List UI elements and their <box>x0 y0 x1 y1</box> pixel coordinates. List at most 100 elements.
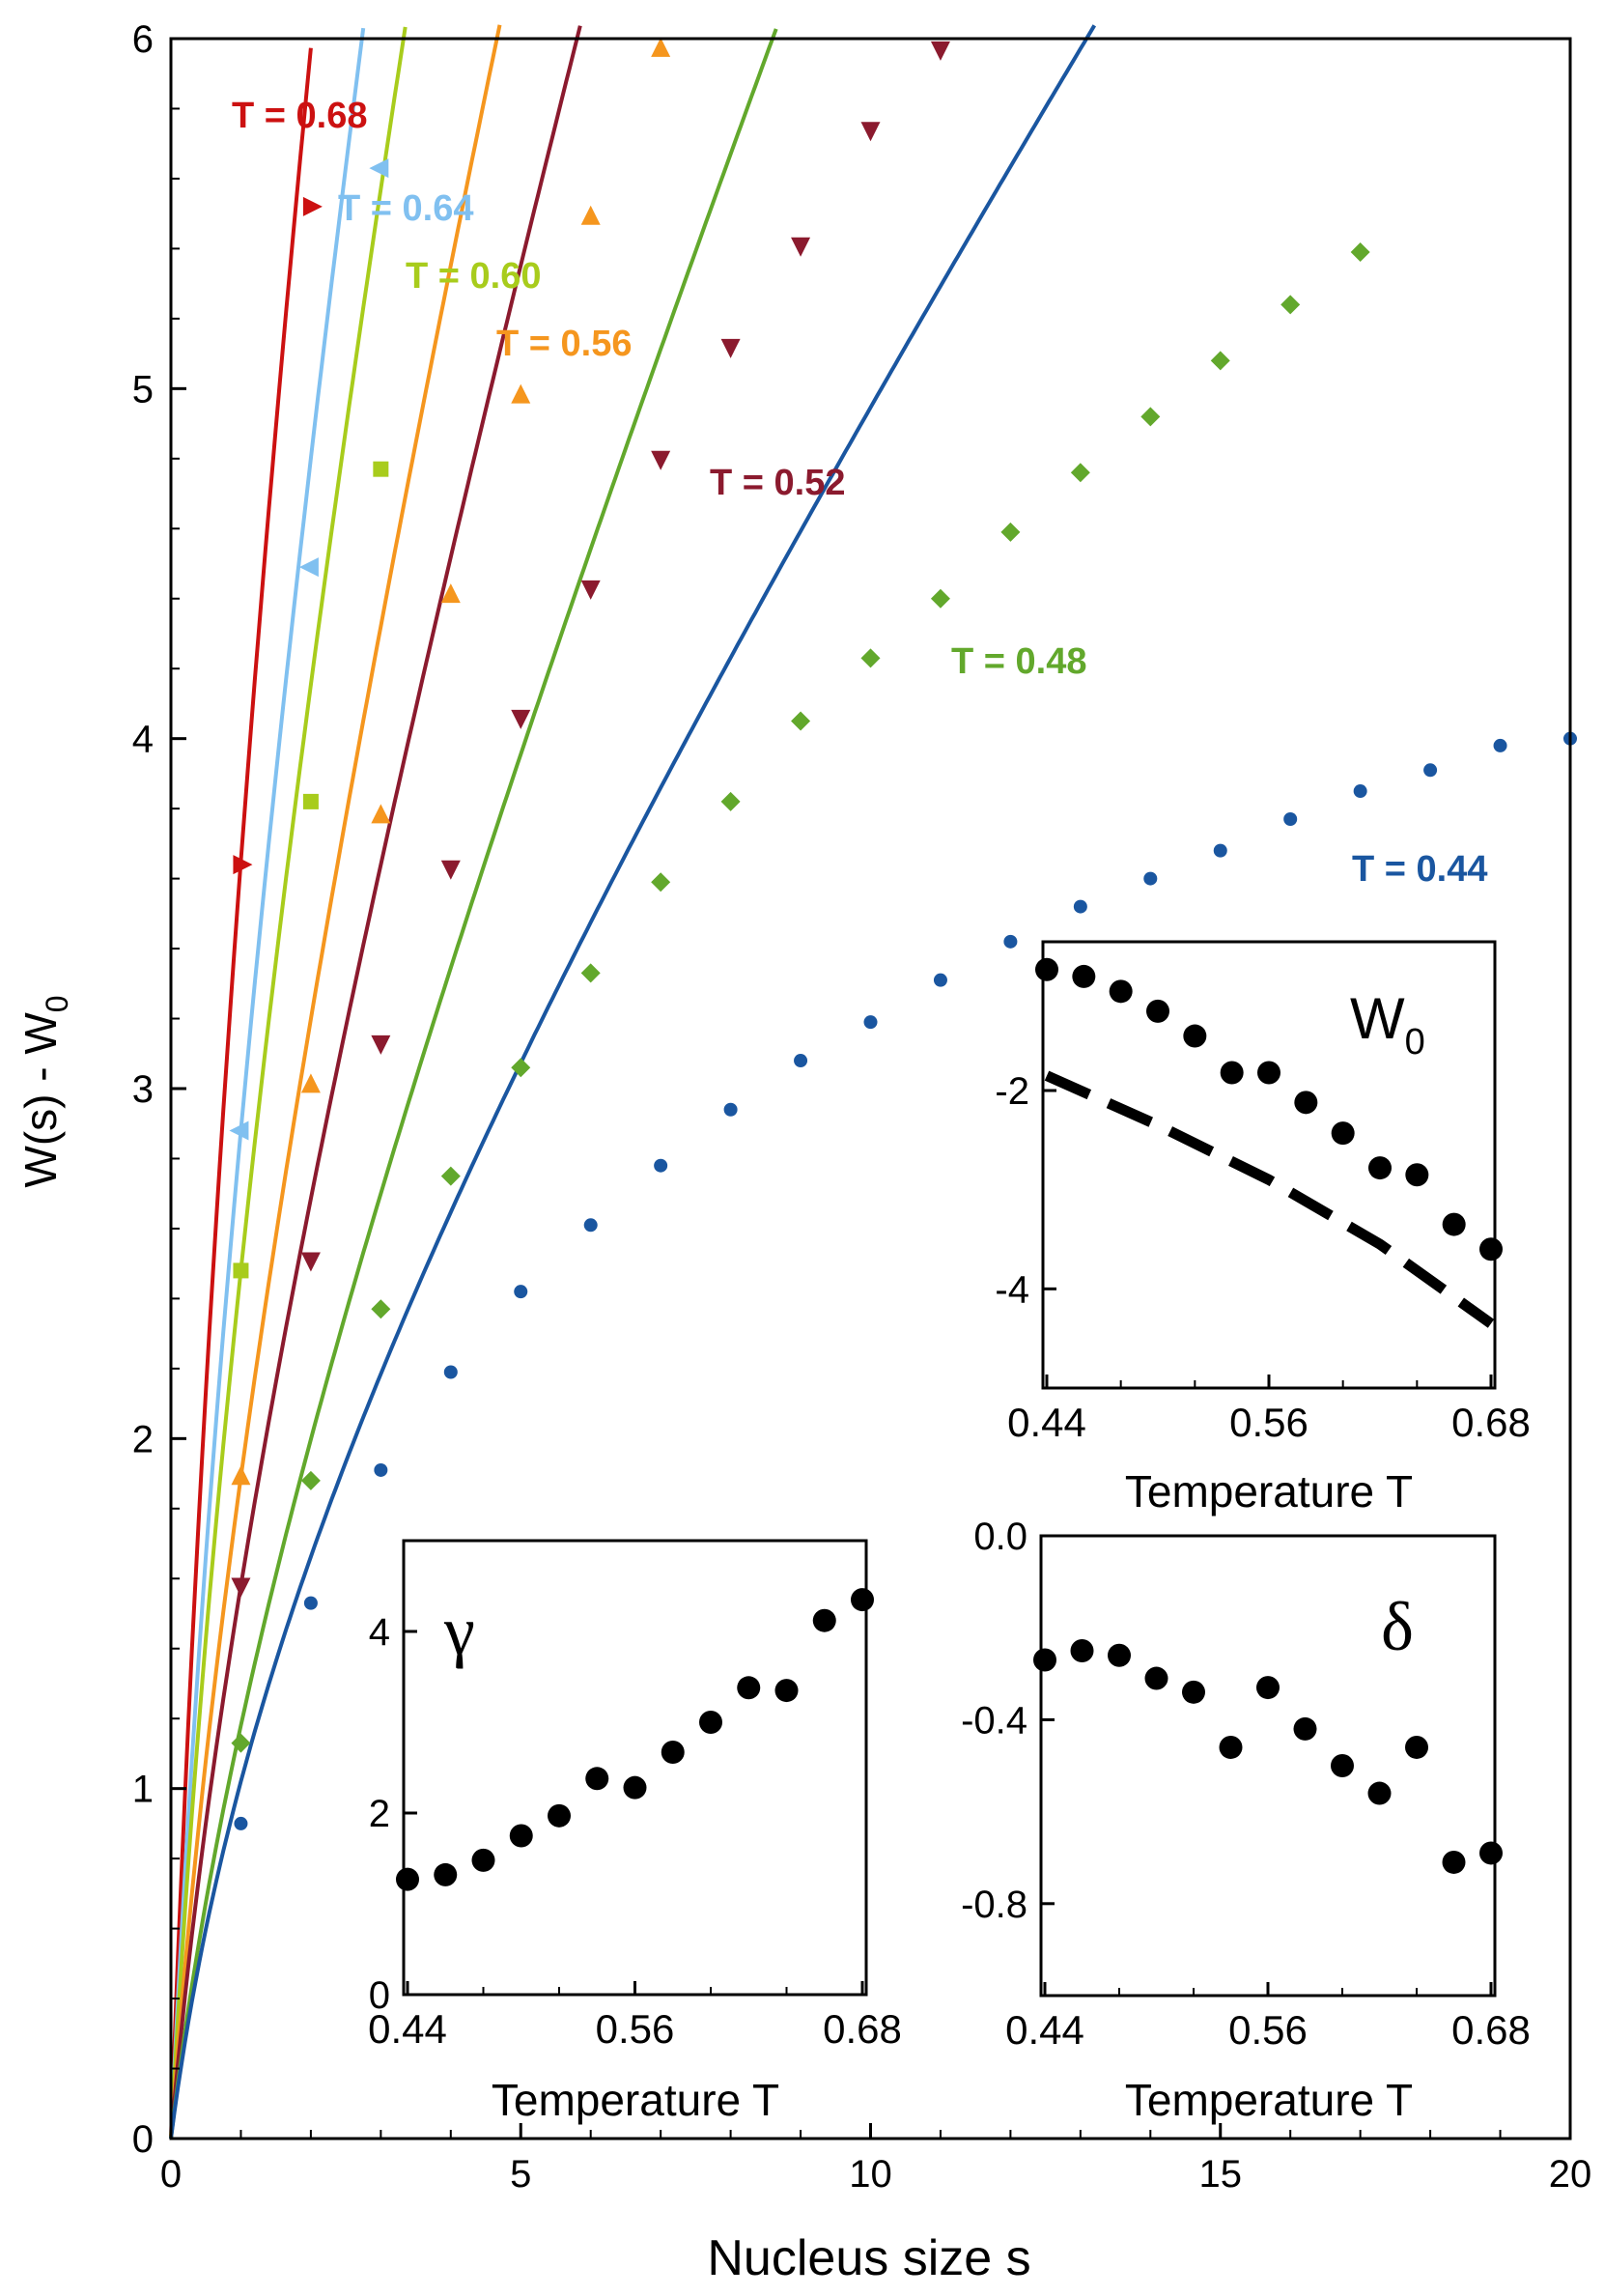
inset-data-point <box>1331 1754 1354 1777</box>
x-tick-label: 15 <box>1199 2153 1243 2196</box>
data-point <box>723 1102 738 1117</box>
inset-x-tick-label: 0.56 <box>1229 1400 1309 1445</box>
inset-data-point <box>471 1848 495 1872</box>
inset-data-point <box>1182 1680 1205 1704</box>
inset-data-point <box>1146 999 1169 1023</box>
data-point <box>860 648 881 668</box>
data-point <box>583 1218 598 1233</box>
inset-data-point <box>1257 1061 1280 1085</box>
series-label-t068: T = 0.68 <box>232 96 367 136</box>
data-point <box>1283 812 1298 827</box>
inset-delta-label: δ <box>1381 1588 1414 1665</box>
data-point <box>443 1365 458 1379</box>
fit-curve <box>169 24 502 2140</box>
data-point <box>580 963 601 983</box>
data-point <box>300 1252 321 1272</box>
inset-data-point <box>1256 1676 1280 1700</box>
data-point <box>1003 934 1018 949</box>
data-point <box>863 1015 878 1030</box>
inset-w0-label: W0 <box>1350 986 1425 1063</box>
inset-data-point <box>623 1775 647 1800</box>
inset-data-point <box>1405 1735 1428 1759</box>
fit-curve <box>169 27 366 2140</box>
inset-data-point <box>812 1608 836 1632</box>
inset-data-point <box>1367 1781 1392 1805</box>
inset-gamma-x-axis-title: Temperature T <box>492 2075 779 2125</box>
inset-w0-plot: 0.44 0.56 0.68 -2 -4 W0 Temperature T <box>995 940 1531 1516</box>
inset-delta-x-axis-title: Temperature T <box>1125 2075 1413 2125</box>
inset-delta-frame <box>1039 1534 1497 1998</box>
inset-data-point <box>661 1741 685 1765</box>
data-point <box>930 588 950 609</box>
inset-y-tick-label: 4 <box>369 1611 390 1654</box>
fit-curve <box>169 24 1097 2140</box>
inset-data-point <box>1108 1643 1131 1667</box>
inset-delta-plot: 0.44 0.56 0.68 0.0 -0.4 -0.8 δ Temperature T <box>961 1516 1531 2125</box>
inset-x-tick-label: 0.56 <box>1228 2007 1308 2053</box>
inset-gamma-label: γ <box>443 1592 475 1669</box>
inset-gamma-points <box>396 1588 874 1891</box>
data-point <box>1143 871 1158 886</box>
inset-y-tick-label: 0.0 <box>973 1516 1027 1558</box>
inset-w0-frame <box>1041 940 1497 1390</box>
inset-x-tick-label: 0.68 <box>1451 1400 1531 1445</box>
x-tick-label: 10 <box>849 2153 892 2196</box>
data-point <box>791 711 811 731</box>
data-point <box>298 557 319 578</box>
data-point <box>1140 407 1161 427</box>
main-y-axis-title: W(s) - W0 <box>15 995 74 1187</box>
data-point <box>234 1816 248 1830</box>
data-point <box>930 41 950 61</box>
y-tick-label: 5 <box>132 368 154 411</box>
series-label-t044: T = 0.44 <box>1352 849 1487 890</box>
main-fit-curves <box>169 24 1097 2140</box>
main-x-axis-title: Nucleus size s <box>707 2230 1030 2286</box>
fit-curve <box>169 25 582 2140</box>
inset-y-tick-label: -2 <box>995 1070 1029 1113</box>
inset-data-point <box>1293 1716 1317 1741</box>
y-tick-label: 4 <box>132 719 154 761</box>
data-point <box>229 1120 249 1141</box>
data-point <box>302 793 319 809</box>
x-tick-label: 0 <box>160 2153 182 2196</box>
inset-data-point <box>1144 1666 1168 1690</box>
data-point <box>300 1470 321 1490</box>
data-point <box>580 205 601 225</box>
inset-delta-points <box>1033 1639 1503 1874</box>
data-point <box>1280 295 1301 315</box>
main-y-axis-subscript: 0 <box>40 995 74 1012</box>
data-point <box>374 1462 388 1477</box>
inset-data-point <box>1294 1091 1318 1115</box>
data-point <box>860 122 881 142</box>
data-point <box>720 338 741 358</box>
inset-gamma-plot: 0.44 0.56 0.68 0 2 4 γ Temperature T <box>368 1539 902 2125</box>
fit-curve <box>169 26 408 2140</box>
data-point <box>791 237 811 257</box>
inset-gamma-ticks: 0.44 0.56 0.68 0 2 4 <box>368 1611 902 2052</box>
data-point <box>1350 242 1370 263</box>
data-point <box>720 791 741 811</box>
data-point <box>1353 784 1367 799</box>
inset-data-point <box>699 1711 722 1734</box>
data-point <box>511 1058 531 1078</box>
data-point <box>231 1577 251 1598</box>
data-point <box>651 872 671 893</box>
data-point <box>371 804 391 824</box>
inset-x-tick-label: 0.68 <box>823 2006 902 2052</box>
data-point <box>231 1465 251 1486</box>
data-point <box>1210 351 1230 371</box>
y-tick-label: 0 <box>132 2118 154 2161</box>
data-point <box>302 196 323 216</box>
data-point <box>1213 843 1227 858</box>
data-point <box>371 1035 391 1055</box>
inset-data-point <box>1109 979 1133 1004</box>
inset-x-tick-label: 0.44 <box>1007 1400 1086 1445</box>
y-tick-label: 2 <box>132 1418 154 1460</box>
inset-data-point <box>1479 1841 1503 1865</box>
inset-data-point <box>774 1679 799 1703</box>
data-point <box>651 37 671 57</box>
y-tick-label: 6 <box>132 18 154 61</box>
